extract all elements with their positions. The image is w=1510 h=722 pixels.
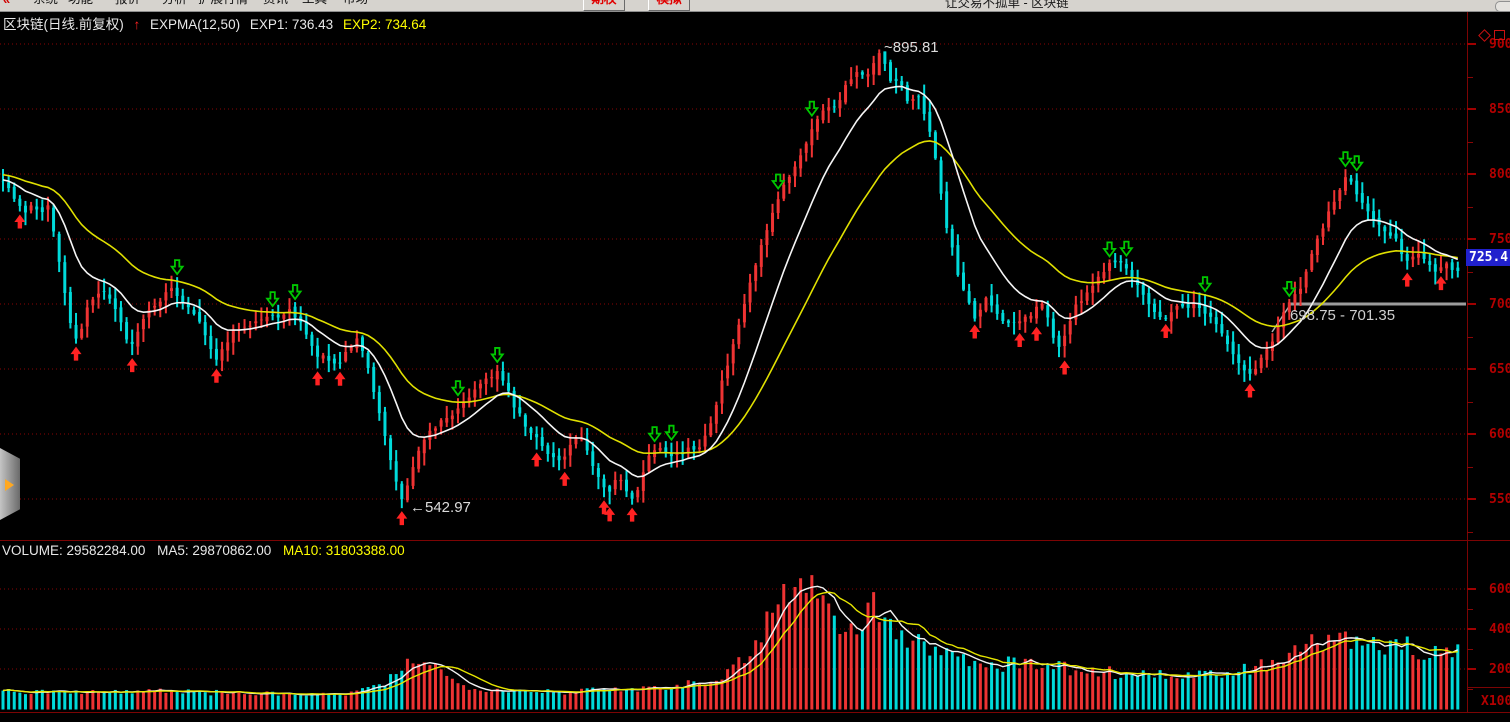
price-axis-tick [1467,368,1476,370]
price-axis-tick [1467,498,1476,500]
menu-item-5[interactable]: 资讯 [263,0,288,6]
volume-header: VOLUME: 29582284.00 MA5: 29870862.00 MA1… [2,543,413,558]
volume-axis-tick [1467,588,1476,590]
menu-item-6[interactable]: 工具 [302,0,327,6]
symbol-title: 区块链(日线.前复权) [3,17,124,32]
bottom-border [0,712,1510,713]
volume-ma10-value: MA10: 31803388.00 [282,543,405,558]
menu-item-2[interactable]: 报价 [115,0,140,6]
price-axis-tick [1467,238,1476,240]
price-axis-label: 850 [1489,102,1510,117]
menu-hot-button-0[interactable]: 期权 [583,0,625,11]
menu-item-3[interactable]: 分析 [162,0,187,6]
price-axis-label: 800 [1489,167,1510,182]
menu-item-7[interactable]: 市场 [343,0,368,6]
volume-axis-minor-tick [1467,649,1473,650]
exp2-value: EXP2: 734.64 [342,17,427,32]
price-axis-tick [1467,173,1476,175]
volume-axis-label: 600 [1489,582,1510,597]
menu-item-4[interactable]: 扩展行情 [198,0,248,6]
volume-ma5-value: MA5: 29870862.00 [157,543,272,558]
up-arrow-icon: ↑ [133,17,141,32]
price-axis-label: 750 [1489,232,1510,247]
volume-chart-canvas[interactable] [0,558,1467,712]
axis-left-border [1467,12,1468,712]
volume-axis-label: 200 [1489,662,1510,677]
unit-box-border [1467,687,1510,688]
price-axis-minor-tick [1467,271,1473,273]
price-axis-label: 700 [1489,297,1510,312]
volume-axis-tick [1467,668,1476,670]
chart-header: 区块链(日线.前复权) ↑ EXPMA(12,50) EXP1: 736.43 … [3,13,432,33]
menubar-scroll-button[interactable] [1495,1,1510,11]
menu-bar: « 让交易不孤单 - 区块链 系统 功能 报价 分析 扩展行情 资讯 工具 市场 期权 模拟 [0,0,1510,12]
price-chart-canvas[interactable] [0,12,1467,540]
volume-axis-minor-tick [1467,609,1473,610]
price-axis-tick [1467,433,1476,435]
price-axis-label: 600 [1489,427,1510,442]
menu-hot-button-1[interactable]: 模拟 [648,0,690,11]
indicator-name: EXPMA(12,50) [150,17,241,32]
sidebar-expand-handle[interactable] [0,448,20,520]
low-price-annotation: ←542.97 [410,499,471,516]
volume-axis-minor-tick [1467,689,1473,690]
pane-maximize-icon[interactable] [1494,30,1505,40]
support-band-annotation: 698.75 - 701.35 [1290,307,1396,324]
price-axis-minor-tick [1467,466,1473,468]
expand-arrow-icon [5,479,14,491]
app-logo-icon: « [3,0,10,7]
menu-item-1[interactable]: 功能 [68,0,93,6]
high-price-annotation: ~895.81 [884,39,939,56]
pane-divider [0,540,1510,541]
last-price-tag: 725.4 [1466,249,1510,266]
price-axis-minor-tick [1467,76,1473,78]
price-axis-tick [1467,108,1476,110]
volume-unit-label: X10000 [1481,694,1510,709]
price-axis-label: 900 [1489,37,1510,52]
price-axis-minor-tick [1467,531,1473,533]
volume-axis-tick [1467,628,1476,630]
price-axis-tick [1467,43,1476,45]
price-axis-minor-tick [1467,336,1473,338]
menu-item-0[interactable]: 系统 [33,0,58,6]
volume-value: VOLUME: 29582284.00 [2,543,146,558]
exp1-value: EXP1: 736.43 [249,17,334,32]
window-title: 让交易不孤单 - 区块链 [945,0,1069,10]
volume-axis-label: 400 [1489,622,1510,637]
price-axis-minor-tick [1467,401,1473,403]
price-axis-label: 650 [1489,362,1510,377]
price-axis-tick [1467,303,1476,305]
price-axis-label: 550 [1489,492,1510,507]
price-axis-minor-tick [1467,141,1473,143]
price-axis-minor-tick [1467,206,1473,208]
